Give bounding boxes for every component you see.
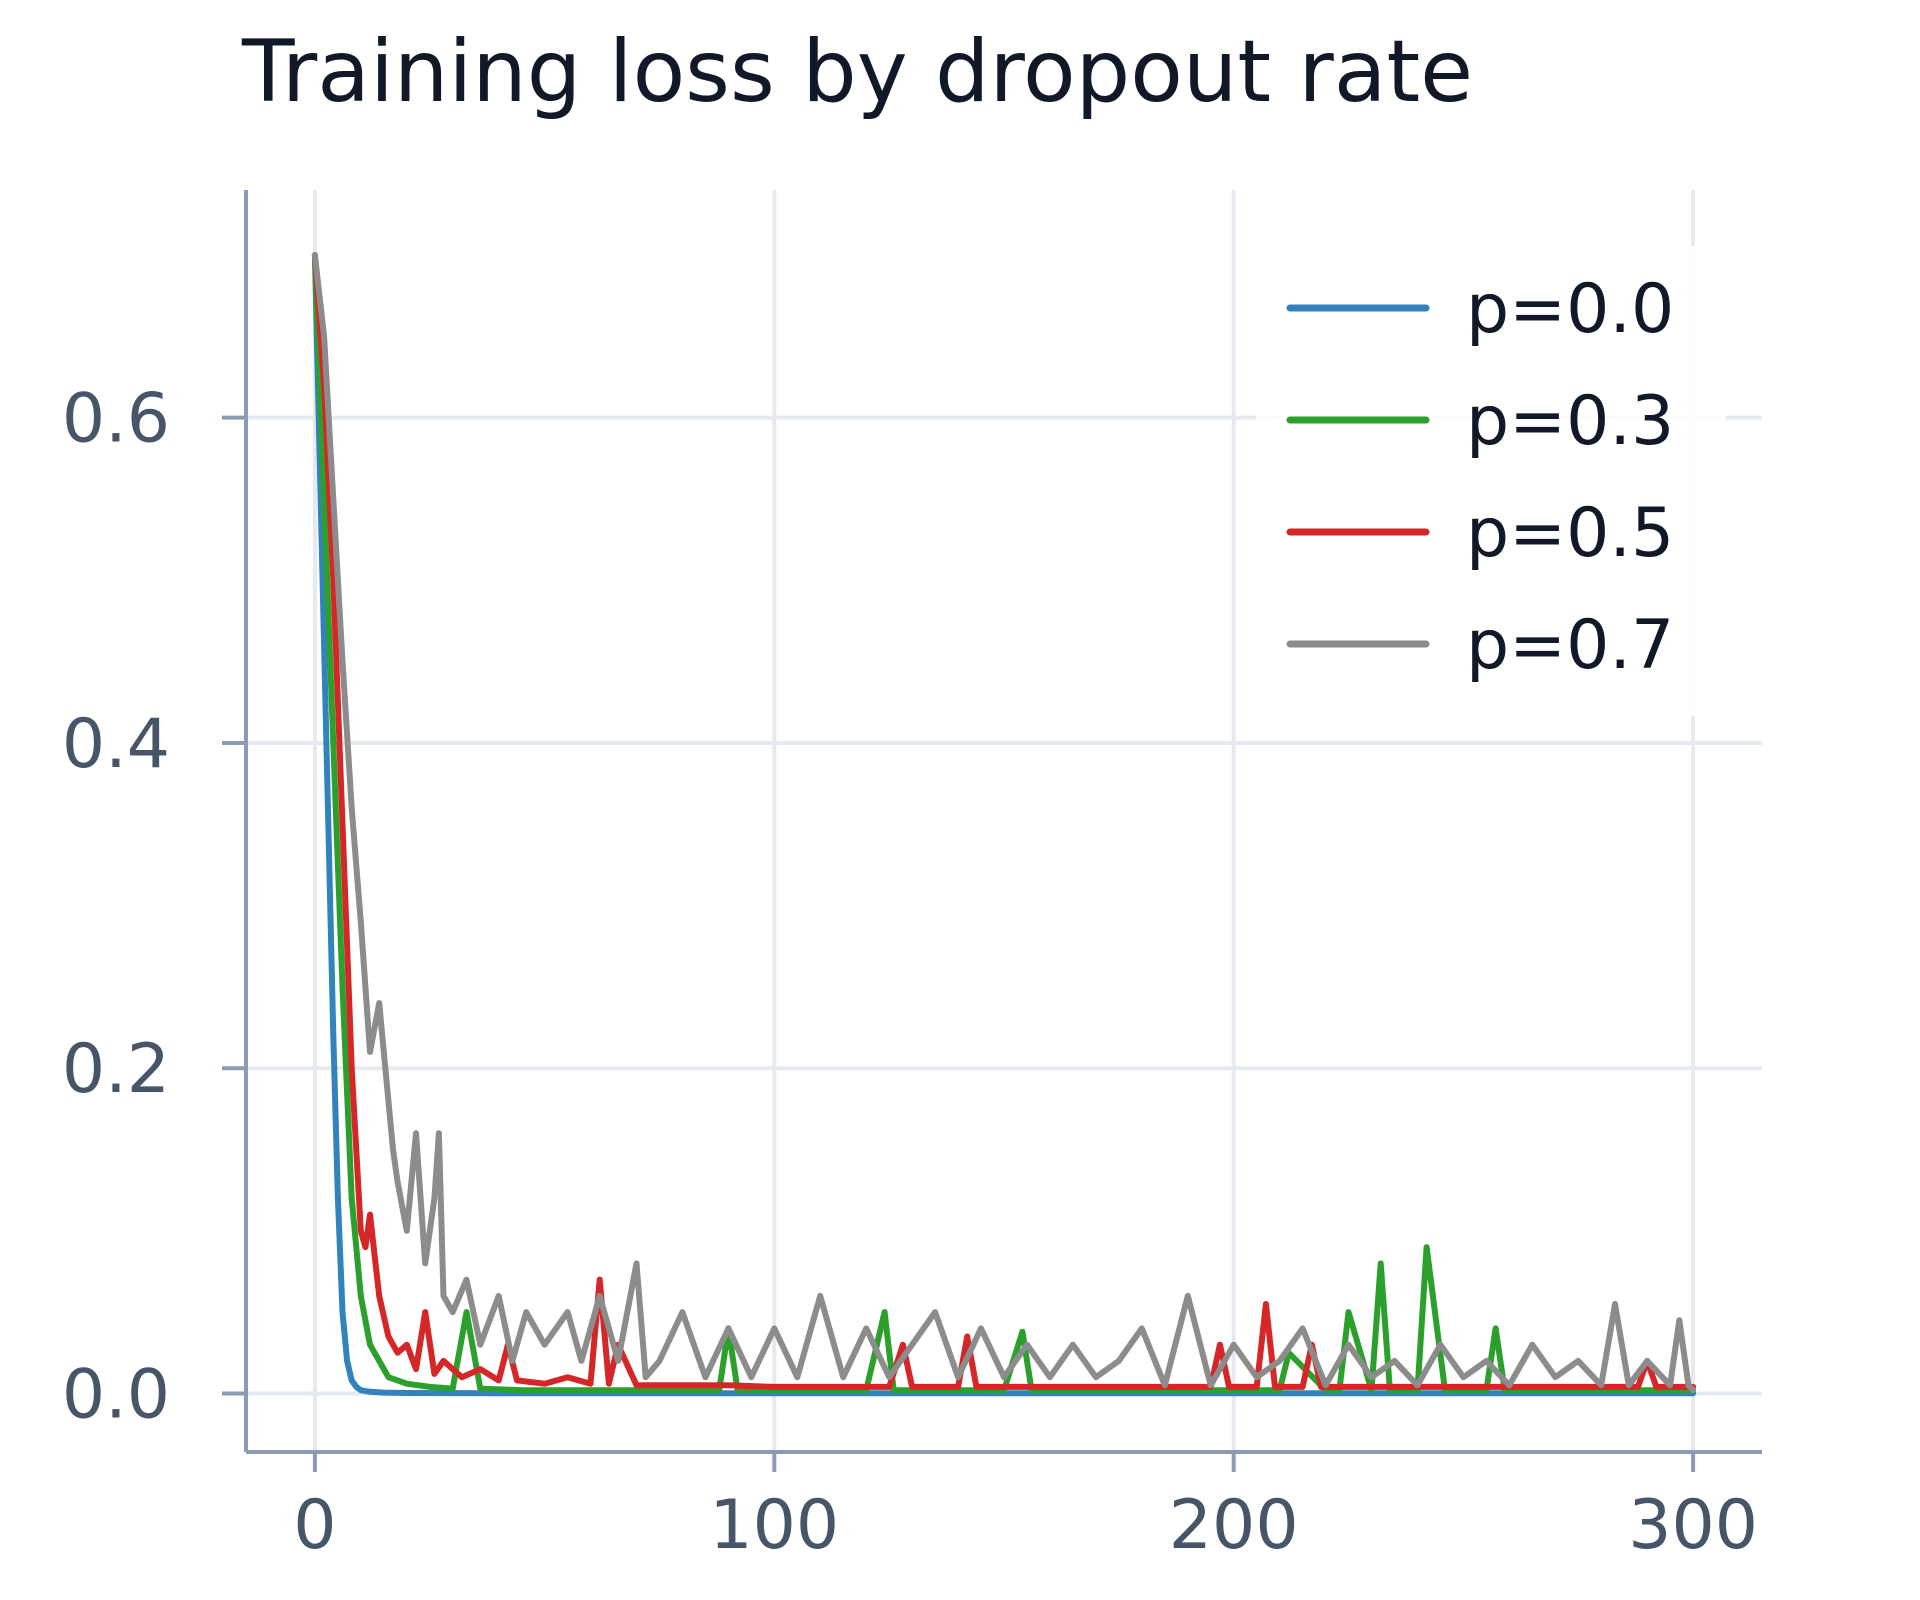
legend-label: p=0.3 [1466, 382, 1674, 461]
legend-background [1256, 246, 1726, 716]
y-tick-label: 0.0 [62, 1355, 170, 1434]
x-tick-label: 0 [293, 1486, 336, 1565]
series-layer [311, 252, 1697, 1397]
chart-title: Training loss by dropout rate [242, 22, 1474, 122]
series-line-p-0-3 [311, 252, 1697, 1394]
legend-layer: p=0.0 p=0.3 p=0.5 p=0.7 [1256, 246, 1726, 716]
axes-layer: 0 100 200 300 0.0 0.2 0.4 0.6 [62, 190, 1762, 1565]
series-line-p-0-7 [311, 252, 1697, 1394]
y-tick-label: 0.4 [62, 705, 170, 784]
x-tick-label: 300 [1628, 1486, 1758, 1565]
legend-label: p=0.5 [1466, 494, 1674, 573]
series-line-p-0-5 [311, 252, 1697, 1390]
y-tick-label: 0.2 [62, 1030, 170, 1109]
legend-label: p=0.7 [1466, 606, 1674, 685]
x-tick-label: 100 [709, 1486, 839, 1565]
legend-label: p=0.0 [1466, 270, 1674, 349]
x-tick-label: 200 [1169, 1486, 1299, 1565]
y-tick-label: 0.6 [62, 380, 170, 459]
series-line-p-0-0 [311, 252, 1697, 1397]
